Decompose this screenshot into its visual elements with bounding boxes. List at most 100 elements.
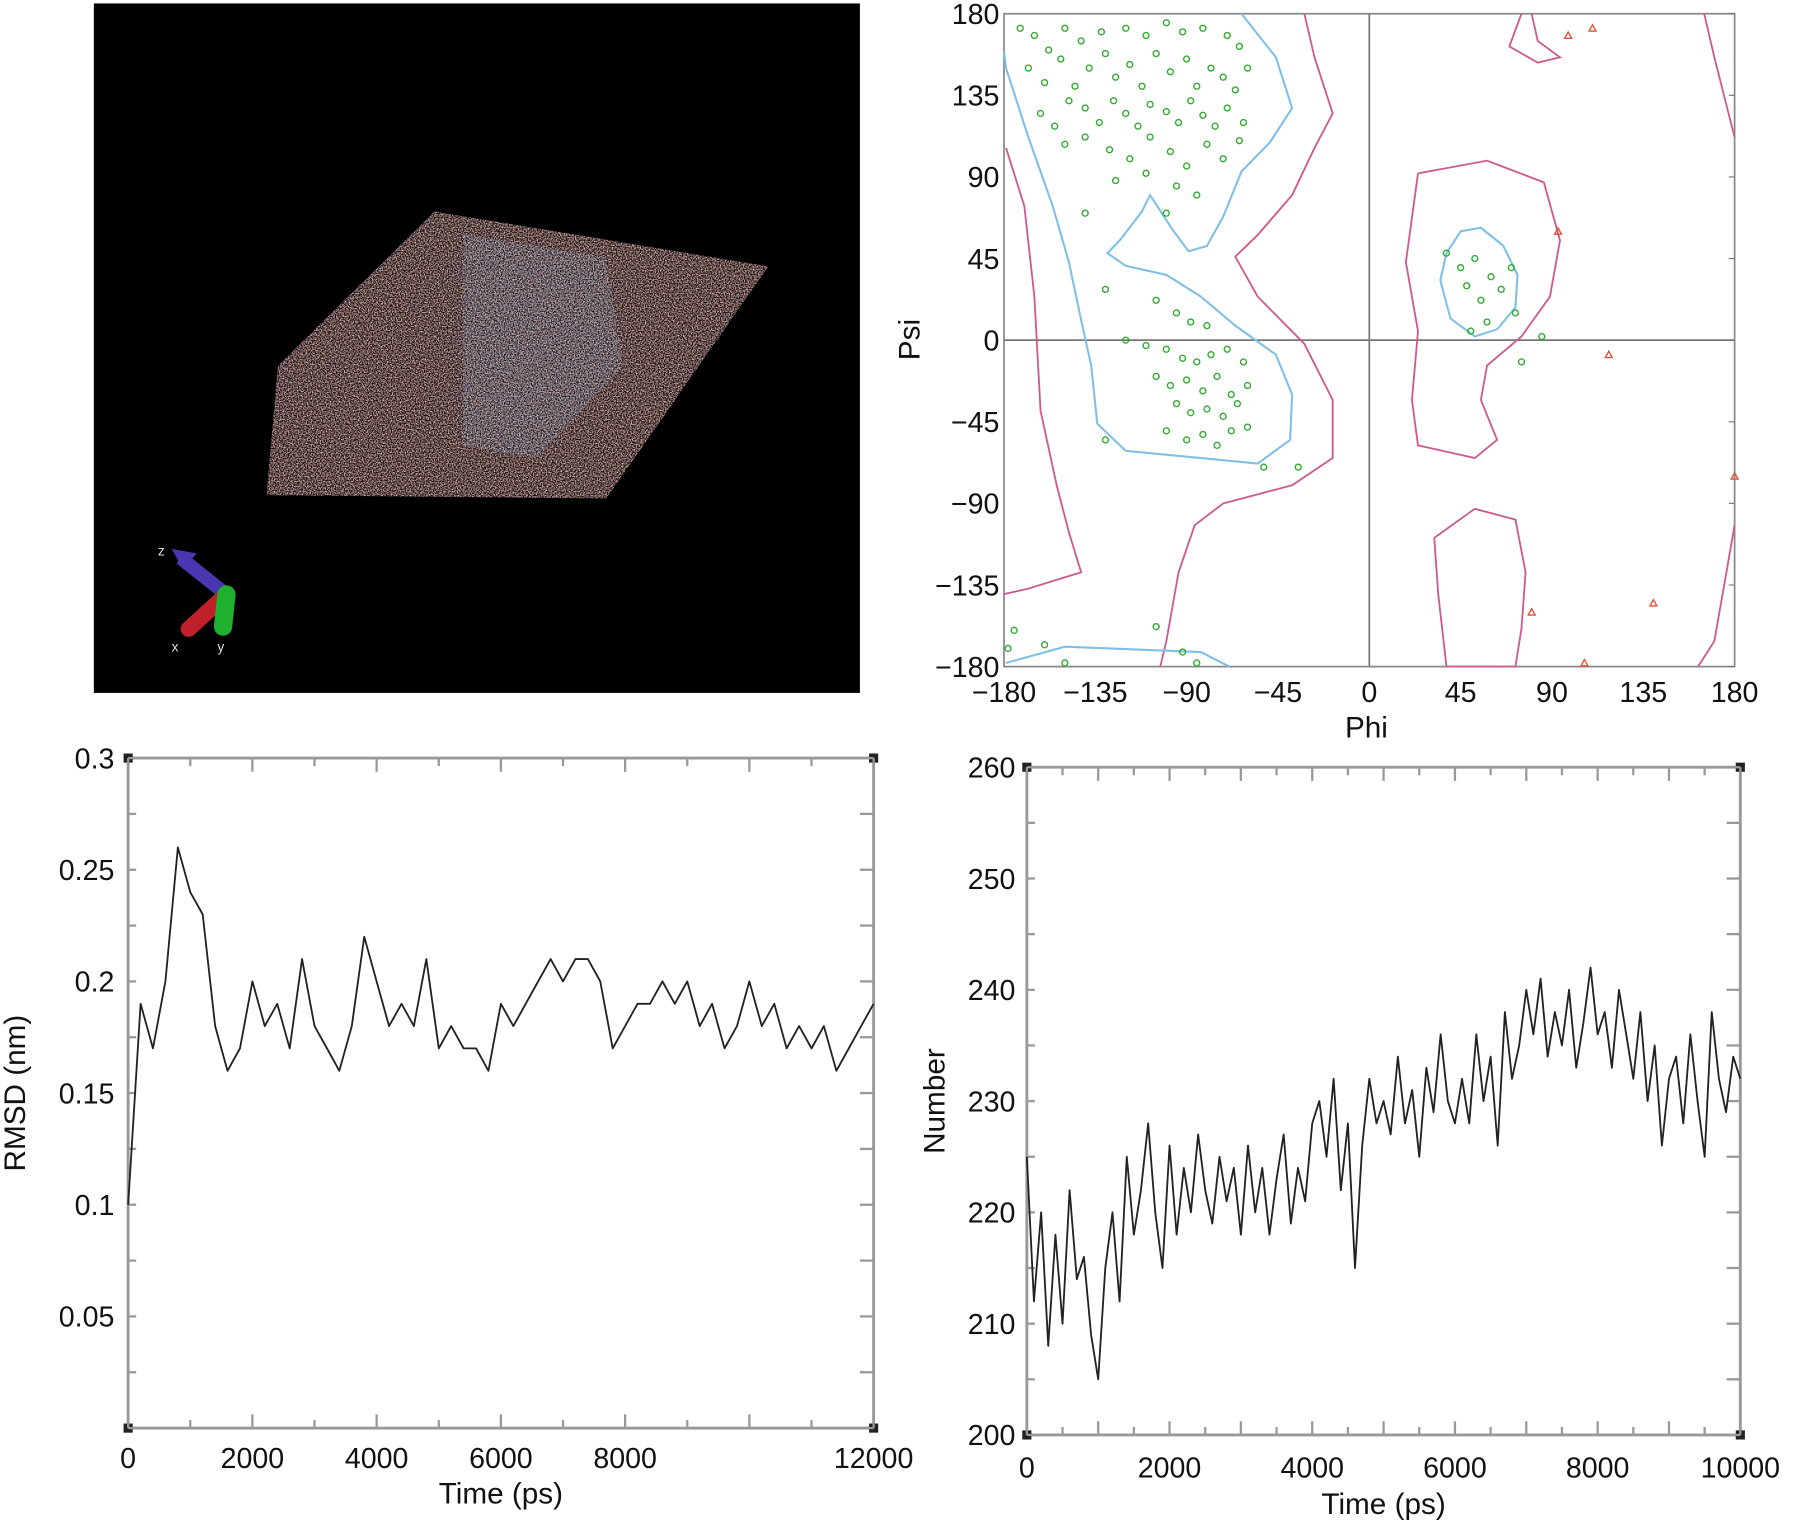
residue-point [1061,659,1069,667]
x-tick-label: 90 [1536,677,1568,709]
x-tick-label: 4000 [345,1443,409,1475]
residue-point [1199,430,1207,439]
z-axis-label: z [158,544,165,559]
residue-point [1085,64,1093,72]
residue-point [1243,423,1252,431]
y-tick-label: 0.05 [59,1302,115,1334]
residue-point [1016,24,1024,32]
y-tick-label: 90 [968,162,1000,194]
residue-point [1203,405,1211,413]
y-tick-label: 0 [983,325,999,357]
residue-point [1122,109,1130,118]
data-trace [1025,966,1742,1381]
residue-point [1010,626,1018,634]
y-tick-label: 0.25 [59,855,115,887]
x-tick-label: 8000 [593,1443,657,1475]
residue-point [1081,209,1089,217]
x-tick-label: −180 [972,677,1036,709]
y-tick-label: 210 [968,1309,1016,1341]
x-tick-label: 0 [120,1443,136,1475]
residue-point [1122,336,1130,344]
residue-point [1178,648,1187,656]
residue-point [1203,140,1211,148]
favored-region-contour [1005,645,1230,668]
residue-point [1040,641,1049,649]
residue-point [1174,118,1183,127]
outlier-point [1553,226,1563,235]
residue-point [1036,109,1045,118]
y-tick-label: −135 [935,570,999,602]
residue-point [1172,182,1181,190]
x-tick-label: −45 [1254,677,1302,709]
residue-point [1061,24,1069,32]
residue-point [1235,137,1244,145]
residue-point [1109,97,1118,105]
y-tick-label: −45 [951,407,999,439]
residue-point [1507,263,1516,272]
y-tick-label: 180 [952,0,1000,31]
y-tick-label: 0.3 [75,743,115,775]
outlier-point [1648,598,1659,607]
residue-point [1101,436,1110,444]
residue-point [1024,64,1032,72]
y-tick-label: 260 [968,753,1016,785]
residue-point [1487,273,1495,281]
x-tick-label: 180 [1711,677,1759,709]
residue-point [1211,122,1219,130]
x-axis-title: Phi [1345,711,1388,744]
residue-point [1101,49,1110,58]
residue-point [1152,623,1160,631]
residue-point [1538,332,1546,341]
residue-point [1219,155,1227,163]
allowed-region-contour [1697,525,1736,668]
residue-point [1044,46,1053,54]
residue-point [1146,133,1154,141]
residue-point [1227,390,1235,399]
residue-point [1223,104,1231,112]
residue-point [1219,73,1227,81]
residue-point [1187,409,1195,417]
y-axis-title: Number [919,1048,952,1154]
residue-point [1193,358,1201,366]
residue-point [1111,73,1120,81]
y-axis-label: y [217,640,224,655]
y-tick-label: −180 [935,652,999,684]
x-tick-label: 12000 [834,1443,913,1475]
residue-point [1162,345,1170,353]
residue-point [1243,381,1252,390]
residue-point [1182,376,1191,384]
residue-point [1463,282,1471,290]
residue-point [1178,28,1187,36]
residue-point [1199,387,1207,395]
residue-point [1077,37,1085,45]
residue-point [1471,254,1479,263]
residue-point [1207,351,1215,359]
residue-point [1233,399,1242,408]
z-axis-arrow [176,552,231,600]
x-tick-label: 4000 [1280,1452,1344,1484]
x-tick-label: 135 [1619,677,1667,709]
residue-point [1182,162,1191,170]
residue-point [1097,28,1106,36]
residue-point [1187,318,1195,326]
allowed-region-contour [1703,13,1736,138]
residue-point [1239,358,1248,366]
residue-point [1111,176,1120,185]
residue-point [1193,191,1201,199]
y-tick-label: 0.1 [75,1190,115,1222]
x-tick-label: 0 [1019,1452,1035,1484]
x-tick-label: −135 [1063,677,1127,709]
residue-point [1138,82,1146,90]
residue-point [1071,82,1079,90]
residue-point [1162,107,1170,116]
residue-point [1122,24,1130,32]
x-tick-label: 45 [1445,677,1477,709]
residue-point [1199,24,1207,32]
y-tick-label: −90 [951,489,999,521]
rmsd-plot: 0 2000 4000 6000 8000 12000 0.3 0.25 0.2 0.15 0.1 0… [0,743,913,1510]
outlier-point [1579,658,1590,667]
residue-point [1477,296,1485,304]
residue-point [1152,49,1160,58]
residue-point [1260,463,1268,471]
